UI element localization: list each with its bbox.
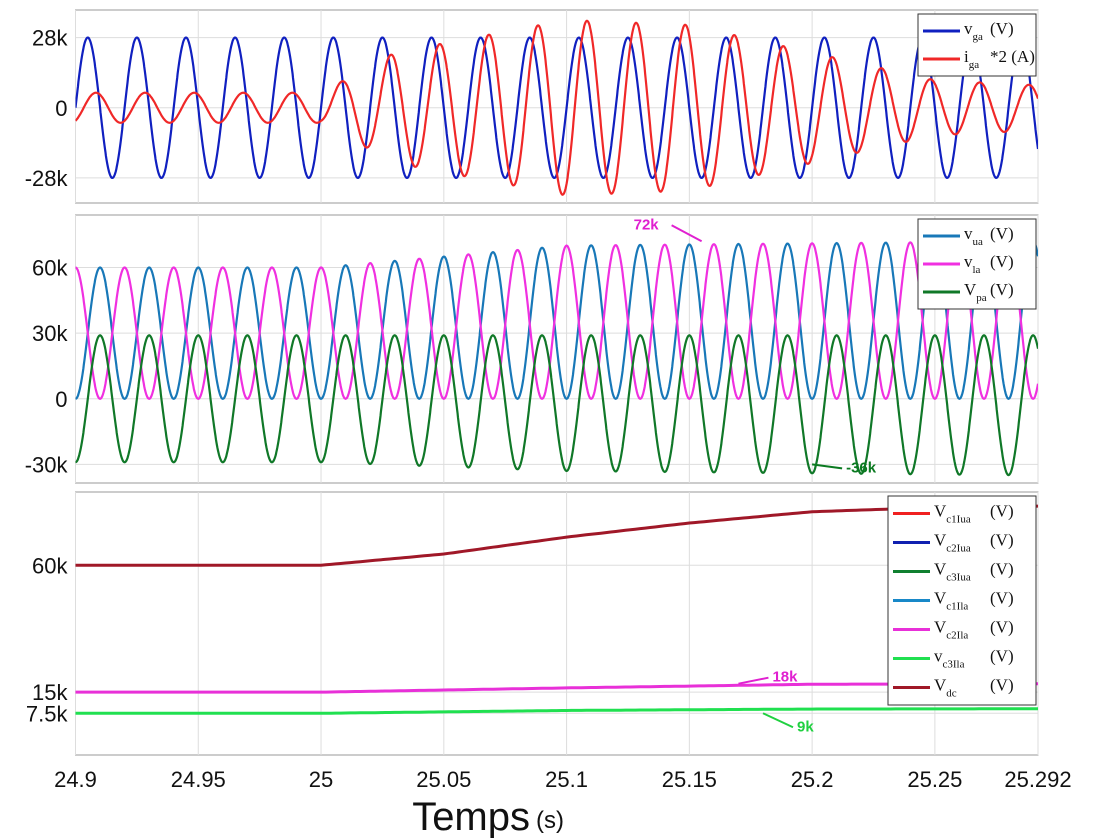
x-tick-label: 25 (309, 767, 333, 792)
series-line-la (75, 240, 1038, 401)
x-tick-label: 25.1 (545, 767, 588, 792)
legend-entry: Vc1Ila (V) (934, 589, 1014, 613)
series-line-c3Ila (75, 707, 1038, 715)
legend-entry: Vc2Iua (V) (934, 531, 1014, 555)
annotation-label: 9k (797, 718, 814, 735)
x-tick-label: 25.15 (662, 767, 717, 792)
panel-1: 28k 0 -28k vga (V) iga *2 (A) (25, 9, 1039, 204)
series-line-pa (75, 334, 1038, 477)
y-tick-label: 28k (32, 26, 68, 51)
annotation-arrow (738, 676, 769, 685)
y-tick-label: 7.5k (26, 701, 69, 726)
y-tick-label: 60k (32, 553, 68, 578)
legend-entry: iga *2 (A) (964, 47, 1035, 71)
y-tick-label: -30k (25, 452, 69, 477)
x-tick-label: 24.9 (54, 767, 97, 792)
legend-entry: Vdc (V) (934, 676, 1014, 700)
series-line-ga (75, 19, 1038, 196)
y-tick-label: 15k (32, 680, 68, 705)
x-tick-label: 24.95 (171, 767, 226, 792)
y-tick-label: 0 (55, 96, 67, 121)
legend-entry: Vc3Iua (V) (934, 560, 1014, 584)
x-axis-label: Temps (412, 795, 530, 838)
annotation-label: 72k (634, 216, 660, 233)
legend-entry: Vpa (V) (964, 280, 1014, 304)
legend: vua (V) vla (V) Vpa (V) (917, 218, 1037, 310)
series-line-c2Ila (75, 682, 1038, 694)
y-tick-label: 60k (32, 256, 68, 281)
series-line-dc (75, 504, 1038, 567)
y-tick-label: -28k (25, 166, 69, 191)
legend-entry: vga (V) (964, 19, 1014, 43)
panel-2: 60k 30k 0 -30k vua (V) vla (V) Vpa (V) 72k -36k (25, 214, 1039, 484)
x-tick-label: 25.2 (791, 767, 834, 792)
x-tick-label: 25.292 (1004, 767, 1071, 792)
x-axis-unit: (s) (536, 807, 564, 834)
y-tick-label: 30k (32, 321, 68, 346)
y-tick-label: 0 (55, 387, 67, 412)
legend-entry: vla (V) (964, 252, 1014, 276)
legend-entry: Vc2Ila (V) (934, 618, 1014, 642)
legend-entry: Vc1Iua (V) (934, 502, 1014, 526)
legend: Vc1Iua (V) Vc2Iua (V) Vc3Iua (V) Vc1Ila (V) Vc2I… (887, 495, 1037, 706)
annotation-arrow (671, 224, 703, 243)
legend: vga (V) iga *2 (A) (917, 13, 1037, 77)
annotation-arrow (762, 712, 794, 729)
annotation-arrow (811, 463, 843, 470)
legend-entry: vc3Ila (V) (934, 647, 1014, 671)
annotation-label: 18k (772, 669, 798, 686)
x-tick-label: 25.05 (416, 767, 471, 792)
legend-entry: vua (V) (964, 224, 1014, 248)
annotation-label: -36k (846, 459, 877, 476)
x-tick-label: 25.25 (907, 767, 962, 792)
series-line-ua (75, 240, 1038, 401)
